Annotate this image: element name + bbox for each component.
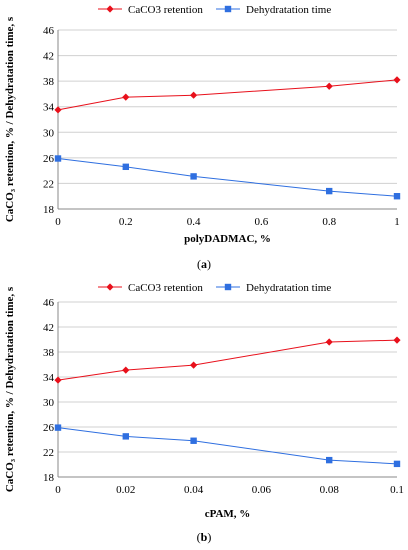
data-point-dehydratation-time — [326, 187, 333, 195]
data-point-dehydratation-time — [122, 433, 129, 440]
data-point-dehydratation-time — [393, 460, 401, 468]
y-tick-label: 22 — [43, 447, 54, 459]
x-tick-label: 0.04 — [184, 484, 204, 496]
y-tick-label: 34 — [43, 372, 55, 384]
data-point-caco3-retention — [122, 93, 130, 101]
x-tick-label: 0.06 — [252, 484, 272, 496]
series-line-dehydratation-time — [57, 427, 398, 465]
data-point-dehydratation-time — [393, 193, 401, 200]
y-tick-label: 38 — [43, 76, 55, 88]
data-point-caco3-retention — [393, 336, 401, 344]
x-tick-label: 0 — [55, 484, 61, 496]
caption-paren-open: ( — [197, 257, 201, 271]
data-point-caco3-retention — [54, 376, 62, 384]
data-point-caco3-retention — [325, 338, 333, 346]
caption-letter: a — [201, 257, 207, 271]
y-tick-label: 30 — [43, 127, 55, 139]
caption-paren-open: ( — [197, 530, 201, 544]
x-tick-label: 0 — [55, 216, 61, 228]
data-point-dehydratation-time — [54, 155, 62, 162]
x-tick-label: 0.8 — [322, 216, 336, 228]
x-tick-label: 0.4 — [187, 216, 201, 228]
data-point-dehydratation-time — [122, 163, 129, 171]
data-point-caco3-retention — [190, 361, 198, 369]
y-tick-label: 18 — [43, 472, 55, 484]
y-axis-title: CaCO₃ retention, % / Dehydratation time,… — [4, 16, 16, 222]
x-tick-label: 0.6 — [255, 216, 269, 228]
x-tick-label: 0.02 — [116, 484, 135, 496]
data-point-caco3-retention — [190, 91, 198, 99]
x-tick-label: 1 — [394, 216, 400, 228]
data-point-caco3-retention — [122, 366, 130, 374]
x-axis-title: polyDADMAC, % — [184, 233, 271, 245]
legend-swatch-marker — [106, 5, 114, 13]
x-axis-title: cPAM, % — [205, 508, 251, 520]
legend-swatch-marker — [224, 5, 232, 13]
data-point-caco3-retention — [325, 82, 333, 90]
legend-swatch-marker — [224, 283, 232, 291]
data-point-caco3-retention — [393, 76, 401, 84]
x-tick-label: 0.1 — [390, 484, 404, 496]
y-tick-label: 38 — [43, 347, 55, 359]
y-tick-label: 22 — [43, 178, 54, 190]
panel-caption: (a) — [197, 257, 211, 271]
data-point-caco3-retention — [54, 106, 62, 114]
y-tick-label: 18 — [43, 204, 55, 216]
data-point-dehydratation-time — [54, 424, 62, 431]
y-axis-title: CaCO₃ retention, % / Dehydratation time,… — [4, 286, 16, 492]
panel-caption: (b) — [197, 530, 212, 544]
legend-entry-label: Dehydratation time — [246, 282, 331, 294]
legend-entry-label: CaCO3 retention — [128, 4, 203, 16]
series-line-dehydratation-time — [57, 158, 398, 197]
y-tick-label: 46 — [43, 25, 55, 37]
legend-entry-label: CaCO3 retention — [128, 282, 203, 294]
caption-letter: b — [201, 530, 208, 544]
x-tick-label: 0.2 — [119, 216, 133, 228]
chart-panel-b: 18 22 26 30 34 38 42 46 0 0.02 0.04 0.06 0.08 0.1 cPAM… — [4, 282, 404, 544]
y-tick-label: 42 — [43, 51, 54, 63]
chart-panel-a: 18 22 26 30 34 38 42 46 0 0.2 0.4 0.6 0.8 1 polyDADMAC… — [4, 4, 401, 271]
data-point-dehydratation-time — [326, 456, 333, 464]
data-point-dehydratation-time — [190, 173, 197, 180]
series-line-caco3-retention — [57, 79, 398, 111]
data-point-dehydratation-time — [190, 437, 197, 444]
caption-paren-close: ) — [207, 530, 211, 544]
series-line-caco3-retention — [57, 339, 398, 381]
y-tick-label: 46 — [43, 297, 55, 309]
y-tick-label: 42 — [43, 322, 54, 334]
y-tick-label: 26 — [43, 422, 55, 434]
y-tick-label: 26 — [43, 153, 55, 165]
x-tick-label: 0.08 — [320, 484, 340, 496]
caption-paren-close: ) — [207, 257, 211, 271]
y-tick-label: 34 — [43, 102, 55, 114]
legend-swatch-marker — [106, 283, 114, 291]
y-tick-label: 30 — [43, 397, 55, 409]
legend-entry-label: Dehydratation time — [246, 4, 331, 16]
